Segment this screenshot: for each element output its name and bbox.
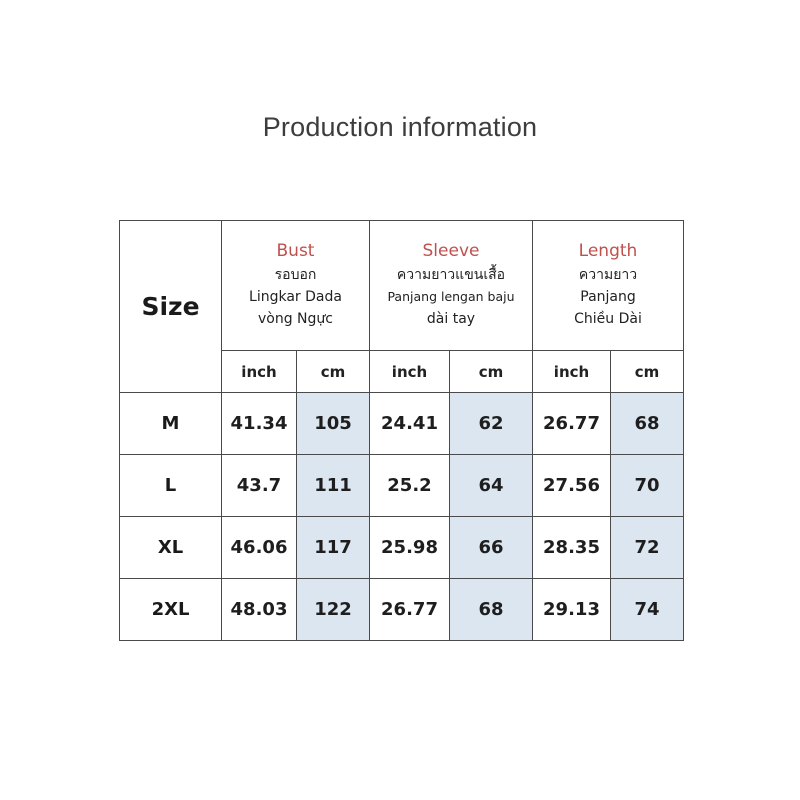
bust-inch-cell: 43.7 xyxy=(221,454,297,517)
unit-header: inch xyxy=(221,350,297,393)
unit-row: inch cm inch cm inch cm xyxy=(120,350,684,393)
size-chart-table: Size Bust รอบอก Lingkar Dada vòng Ngực S… xyxy=(119,220,684,641)
length-title: Length xyxy=(578,241,638,261)
length-cm-cell: 70 xyxy=(610,454,684,517)
unit-header: cm xyxy=(449,350,533,393)
length-vietnamese-label: Chiều Dài xyxy=(574,311,642,327)
size-column-header: Size xyxy=(119,220,222,393)
sleeve-indonesian-label: Panjang lengan baju xyxy=(387,289,515,304)
sleeve-thai-label: ความยาวแขนเสื้อ xyxy=(396,267,506,283)
table-row: L 43.7 111 25.2 64 27.56 70 xyxy=(119,454,684,517)
sleeve-cm-cell: 66 xyxy=(449,516,533,579)
size-label: L xyxy=(119,454,222,517)
length-cm-cell: 72 xyxy=(610,516,684,579)
sleeve-title: Sleeve xyxy=(422,241,480,261)
sleeve-inch-cell: 25.98 xyxy=(369,516,450,579)
sleeve-inch-cell: 24.41 xyxy=(369,392,450,455)
length-inch-cell: 28.35 xyxy=(532,516,611,579)
bust-inch-cell: 46.06 xyxy=(221,516,297,579)
length-cm-cell: 68 xyxy=(610,392,684,455)
bust-inch-cell: 48.03 xyxy=(221,578,297,641)
sleeve-cm-cell: 64 xyxy=(449,454,533,517)
table-header-row: Size Bust รอบอก Lingkar Dada vòng Ngực S… xyxy=(119,220,684,393)
size-label: M xyxy=(119,392,222,455)
bust-cm-cell: 122 xyxy=(296,578,370,641)
length-header: Length ความยาว Panjang Chiều Dài xyxy=(532,220,684,351)
bust-indonesian-label: Lingkar Dada xyxy=(249,289,342,305)
sleeve-vietnamese-label: dài tay xyxy=(426,311,476,327)
sleeve-inch-cell: 26.77 xyxy=(369,578,450,641)
length-inch-cell: 29.13 xyxy=(532,578,611,641)
unit-header: cm xyxy=(610,350,684,393)
sleeve-inch-cell: 25.2 xyxy=(369,454,450,517)
bust-header: Bust รอบอก Lingkar Dada vòng Ngực xyxy=(221,220,370,351)
sleeve-cm-cell: 62 xyxy=(449,392,533,455)
length-thai-label: ความยาว xyxy=(578,267,638,283)
unit-header: cm xyxy=(296,350,370,393)
sleeve-cm-cell: 68 xyxy=(449,578,533,641)
table-row: 2XL 48.03 122 26.77 68 29.13 74 xyxy=(119,578,684,641)
sleeve-header: Sleeve ความยาวแขนเสื้อ Panjang lengan ba… xyxy=(369,220,533,351)
bust-inch-cell: 41.34 xyxy=(221,392,297,455)
size-label: XL xyxy=(119,516,222,579)
length-inch-cell: 27.56 xyxy=(532,454,611,517)
length-inch-cell: 26.77 xyxy=(532,392,611,455)
table-row: M 41.34 105 24.41 62 26.77 68 xyxy=(119,392,684,455)
bust-thai-label: รอบอก xyxy=(274,267,317,283)
table-row: XL 46.06 117 25.98 66 28.35 72 xyxy=(119,516,684,579)
bust-vietnamese-label: vòng Ngực xyxy=(258,311,333,327)
bust-title: Bust xyxy=(276,241,315,261)
page-title: Production information xyxy=(262,112,538,142)
bust-cm-cell: 111 xyxy=(296,454,370,517)
bust-cm-cell: 105 xyxy=(296,392,370,455)
bust-cm-cell: 117 xyxy=(296,516,370,579)
unit-header: inch xyxy=(369,350,450,393)
length-cm-cell: 74 xyxy=(610,578,684,641)
length-indonesian-label: Panjang xyxy=(580,289,636,305)
size-label: 2XL xyxy=(119,578,222,641)
unit-header: inch xyxy=(532,350,611,393)
